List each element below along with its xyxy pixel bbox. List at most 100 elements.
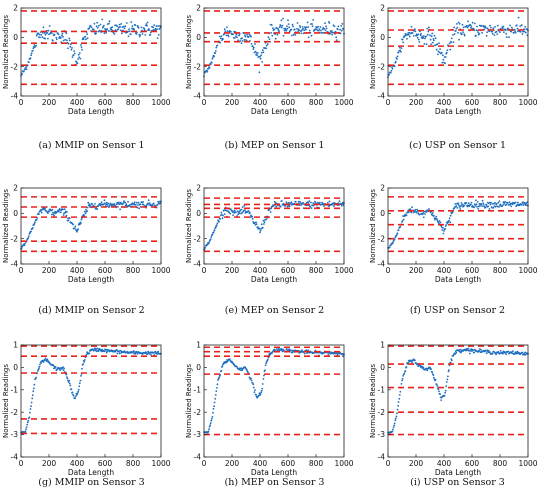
data-point [221,365,224,367]
data-point [86,37,89,40]
data-point [244,35,247,38]
data-point [394,60,397,63]
data-point [40,211,43,214]
data-point [438,42,440,45]
data-point [85,208,87,211]
data-point [462,26,465,29]
x-tick-label: 600 [281,459,296,468]
data-point [246,33,249,36]
data-point [324,29,327,32]
data-point [524,31,527,34]
y-tick-label: -3 [11,430,19,439]
data-point [122,201,125,204]
x-tick-label: 0 [386,266,391,275]
data-point [265,362,268,364]
data-point [437,388,440,391]
x-tick-label: 1000 [151,266,170,275]
x-axis-label: Data Length [68,468,114,477]
data-point [140,26,143,29]
data-point [322,205,325,208]
data-point [449,214,452,217]
data-point [405,214,408,217]
data-point [430,43,432,45]
data-point [473,351,476,354]
data-point [230,31,232,33]
data-point [388,73,390,76]
data-point [514,201,517,204]
data-point [97,350,100,353]
data-point [52,211,54,214]
data-point [218,376,221,379]
data-point [495,30,498,33]
data-point [66,377,69,380]
data-point [494,26,496,28]
data-point [95,25,98,28]
data-point [255,221,257,224]
data-point [214,52,217,55]
data-point [68,379,71,382]
caption-g: (g) MMIP on Sensor 3 [38,477,145,488]
data-point [243,204,246,207]
data-point [225,361,228,364]
data-point [488,208,491,210]
x-tick-label: 800 [126,98,141,107]
data-point [414,208,417,211]
data-point [308,29,311,32]
data-point [114,29,117,31]
data-point [226,30,229,32]
data-point [260,223,263,226]
data-point [459,205,462,208]
chart-panel-c: 0 200 400 600 800 1000 -4 -2 0 2 Data Length Normal… [369,4,538,116]
x-tick-label: 200 [225,98,240,107]
data-point [388,246,391,249]
data-point [38,365,41,368]
x-tick-label: 200 [42,266,57,275]
data-point [35,44,37,47]
data-point [474,204,477,207]
data-point [526,28,528,31]
x-tick-label: 400 [437,459,452,468]
data-point [501,27,504,30]
data-point [491,352,494,355]
data-point [207,430,210,433]
data-point [154,350,157,353]
data-point [287,23,290,25]
data-point [136,201,138,204]
data-point [420,32,422,35]
x-tick-label: 600 [465,98,480,107]
data-point [448,364,451,367]
data-point [315,28,318,31]
data-point [29,411,31,414]
data-point [43,32,46,34]
data-point [431,212,434,214]
data-point [77,53,80,56]
data-point [53,34,56,36]
data-point [436,219,439,222]
data-point [220,369,223,372]
data-point [463,204,466,207]
data-point [240,42,243,45]
data-point [491,30,494,33]
data-point [505,32,508,35]
data-point [418,41,421,43]
axes-frame [387,7,529,97]
data-point [97,24,100,27]
data-point [275,205,278,208]
data-point [62,214,65,216]
data-point [336,354,339,356]
data-point [393,424,396,427]
data-point [426,33,429,36]
data-point [517,16,520,19]
data-point [157,200,160,203]
data-point [259,55,261,58]
x-tick-label: 0 [19,266,24,275]
y-tick-label: -1 [11,385,19,394]
data-point [241,37,244,39]
data-point [298,29,301,32]
data-point [261,61,264,63]
data-point [495,353,497,356]
data-point [447,221,450,223]
data-point [285,201,288,204]
data-point [522,204,525,206]
data-point [241,211,244,214]
